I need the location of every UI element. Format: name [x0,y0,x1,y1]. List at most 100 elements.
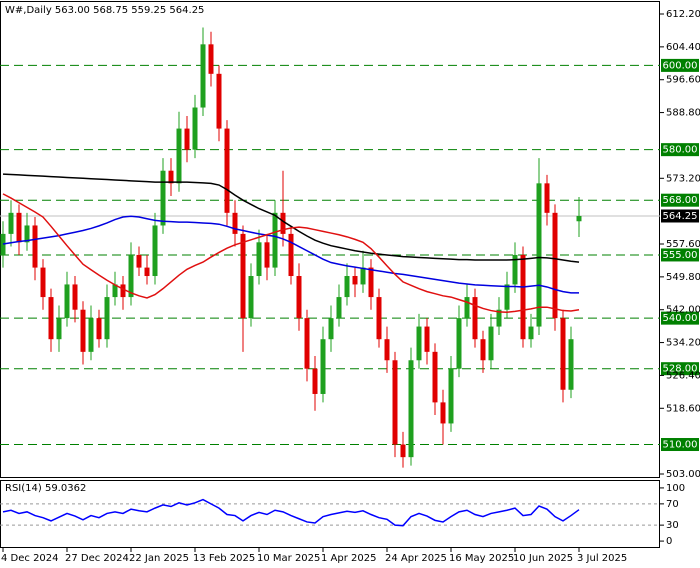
level-label: 528.00 [663,364,698,375]
level-label-box [661,311,699,325]
y-tick-label: 100 [666,483,685,494]
candle-body [256,242,262,277]
y-tick-label: 557.60 [666,239,700,250]
candle-body [232,212,238,234]
candle-body [352,276,358,285]
y-tick-label: 0 [666,536,672,547]
candle-body [440,402,446,424]
candle-body [480,339,486,361]
candle-body [112,284,118,298]
candle-body [392,360,398,445]
x-tick-label: 22 Jan 2025 [129,553,189,564]
candle-body [560,318,566,390]
candle-body [384,339,390,361]
candle-body [216,73,222,129]
candle-body [200,44,206,108]
candle-body [80,309,86,352]
rsi-panel [0,480,660,548]
last-price-label: 564.25 [663,211,698,222]
candle-body [128,254,134,298]
price-panel [0,1,660,478]
y-tick-label: 596.60 [666,75,700,86]
candle-body [208,44,214,74]
candle-body [472,297,478,340]
candle-body [64,284,70,319]
x-tick-label: 4 Dec 2024 [1,553,59,564]
candle-body [24,225,30,243]
x-tick-label: 10 Mar 2025 [257,553,320,564]
moving-average [2,173,580,263]
level-label-box [661,438,699,452]
level-label: 510.00 [663,440,698,451]
candle-body [16,212,22,243]
candle-body [264,242,270,268]
candle-body [488,326,494,361]
candle-body [448,368,454,424]
candle-body [368,267,374,298]
candle-body [376,297,382,340]
y-tick-label: 30 [666,520,679,531]
candle-body [576,215,582,222]
candle-body [136,254,142,268]
candle-body [320,339,326,394]
level-label-box [661,58,699,72]
candle-body [280,212,286,234]
candle-body [328,318,334,340]
y-tick-label: 549.80 [666,272,700,283]
level-label: 540.00 [663,313,698,324]
candle-body [8,212,14,234]
x-tick-label: 24 Apr 2025 [385,553,447,564]
candle-body [56,318,62,340]
level-label: 580.00 [663,145,698,156]
y-tick-label: 542.00 [666,305,700,316]
moving-average [2,215,579,294]
level-label-box [661,143,699,157]
y-tick-label: 612.20 [666,9,700,20]
candle-body [552,212,558,319]
candle-body [568,339,574,390]
candle-body [272,212,278,268]
x-tick-label: 16 May 2025 [449,553,514,564]
rsi-line [2,498,580,527]
candle-body [184,128,190,150]
y-tick-label: 534.20 [666,338,700,349]
candle-body [40,267,46,298]
level-label: 600.00 [663,60,698,71]
candle-body [72,284,78,310]
x-tick-label: 13 Feb 2025 [193,553,255,564]
y-tick-label: 518.60 [666,403,700,414]
candle-body [120,284,126,298]
x-tick-label: 10 Jun 2025 [513,553,573,564]
candle-body [528,326,534,340]
candle-body [304,318,310,369]
candle-body [96,318,102,340]
candle-body [432,351,438,403]
candle-body [152,225,158,277]
candle-body [520,254,526,340]
level-label: 568.00 [663,195,698,206]
moving-average [2,193,580,313]
candle-body [144,267,150,277]
candle-body [536,183,542,327]
candle-body [464,297,470,319]
candle-body [240,233,246,319]
candle-body [408,360,414,458]
candle-body [248,276,254,319]
candle-body [360,267,366,285]
candle-body [424,326,430,352]
candle-body [336,297,342,319]
last-price-box [661,209,699,223]
candle-body [104,297,110,340]
level-label-box [661,362,699,376]
candle-body [400,444,406,458]
level-label-box [661,248,699,262]
candle-body [0,233,6,255]
candle-body [504,284,510,310]
y-tick-label: 573.20 [666,173,700,184]
candle-body [48,297,54,340]
candle-body [296,276,302,319]
candle-body [32,225,38,268]
x-tick-label: 3 Jul 2025 [577,553,627,564]
